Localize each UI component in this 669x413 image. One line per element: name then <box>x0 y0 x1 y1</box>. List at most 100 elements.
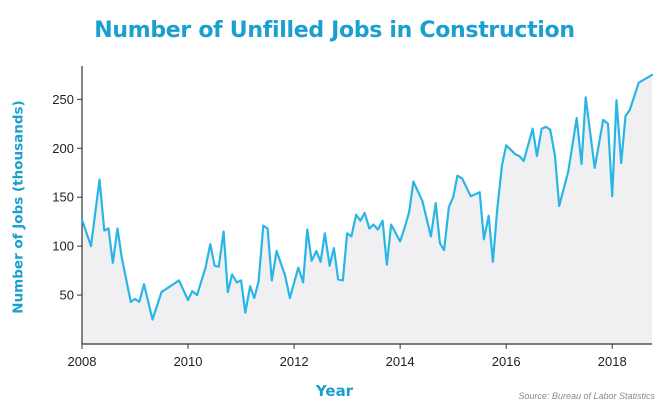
data-point <box>518 155 521 158</box>
data-point <box>134 298 136 300</box>
y-axis-label: Number of Jobs (thousands) <box>10 100 27 314</box>
data-point <box>120 257 123 259</box>
data-point <box>81 218 83 221</box>
data-point <box>249 285 252 288</box>
data-point <box>226 291 229 293</box>
data-point <box>284 274 286 277</box>
data-point <box>575 117 578 119</box>
data-point <box>240 279 243 282</box>
source-note: Source: Bureau of Labor Statistics <box>518 391 655 401</box>
axes <box>77 66 652 349</box>
data-point <box>386 263 388 266</box>
data-point <box>231 273 234 276</box>
data-point <box>143 283 145 286</box>
data-point <box>266 227 269 230</box>
data-point <box>160 291 163 293</box>
x-axis-label: Year <box>315 382 354 400</box>
data-point <box>323 232 326 235</box>
data-point <box>452 196 455 199</box>
data-point <box>116 227 119 230</box>
data-point <box>151 318 154 321</box>
chart-title: Number of Unfilled Jobs in Construction <box>94 18 575 43</box>
data-point <box>138 301 141 303</box>
data-point <box>615 99 618 102</box>
data-point <box>98 178 101 181</box>
data-point <box>562 188 565 191</box>
data-point <box>501 165 503 167</box>
data-point <box>377 228 379 231</box>
data-point <box>129 301 132 303</box>
data-point <box>306 228 309 231</box>
data-point <box>567 170 570 173</box>
data-point <box>412 180 415 183</box>
data-point <box>593 167 596 169</box>
data-point <box>469 195 472 198</box>
data-point <box>421 200 424 203</box>
x-tick-label: 2008 <box>68 354 97 369</box>
series-layer <box>80 73 654 321</box>
data-point <box>196 294 199 296</box>
data-point <box>399 240 401 243</box>
data-point <box>222 230 225 233</box>
data-point <box>319 260 322 263</box>
data-point <box>628 109 631 111</box>
data-point <box>178 279 180 282</box>
data-point <box>337 278 339 281</box>
data-point <box>514 153 517 156</box>
data-point <box>430 235 432 238</box>
data-point <box>363 212 366 214</box>
data-point <box>408 211 411 213</box>
data-point <box>522 160 525 162</box>
x-tick-label: 2012 <box>280 354 309 369</box>
data-point <box>549 128 552 131</box>
data-point <box>107 227 110 230</box>
data-point <box>483 238 485 241</box>
data-point <box>620 162 623 164</box>
y-tick-label: 250 <box>52 92 74 107</box>
data-point <box>487 214 490 217</box>
data-point <box>111 261 114 264</box>
data-point <box>545 125 547 128</box>
data-point <box>496 209 499 211</box>
y-tick-label: 150 <box>52 190 74 205</box>
data-point <box>262 224 265 227</box>
data-point <box>204 266 207 269</box>
x-tick-label: 2014 <box>386 354 415 369</box>
data-point <box>381 219 384 222</box>
data-point <box>257 280 260 283</box>
data-point <box>217 265 220 268</box>
data-point <box>187 299 189 301</box>
data-point <box>244 311 247 314</box>
data-point <box>580 163 583 165</box>
data-point <box>328 264 331 267</box>
data-point <box>346 232 348 235</box>
data-point <box>602 119 605 121</box>
x-tick-label: 2018 <box>598 354 627 369</box>
data-point <box>103 229 106 232</box>
x-tick-label: 2016 <box>492 354 521 369</box>
data-point <box>355 213 357 216</box>
data-point <box>607 122 609 125</box>
data-point <box>270 279 273 282</box>
data-point <box>315 250 318 252</box>
data-point <box>461 177 464 180</box>
data-point <box>310 259 313 262</box>
data-point <box>540 127 543 130</box>
data-point <box>302 281 304 284</box>
data-point <box>297 266 300 269</box>
data-point <box>333 247 335 250</box>
y-tick-label: 100 <box>52 239 74 254</box>
data-point <box>554 155 556 158</box>
data-point <box>275 250 278 252</box>
tick-labels: 50 100 150 200 250 2008 2010 2012 2014 2016 2018 <box>52 92 626 369</box>
data-point <box>584 96 587 99</box>
data-point <box>492 260 494 263</box>
data-point <box>439 242 441 245</box>
data-point <box>209 243 212 246</box>
y-tick-label: 200 <box>52 141 74 156</box>
y-tick-label: 50 <box>60 288 74 303</box>
data-point <box>651 74 653 76</box>
data-point <box>90 245 92 248</box>
area-layer <box>82 74 652 345</box>
data-point <box>390 223 392 226</box>
